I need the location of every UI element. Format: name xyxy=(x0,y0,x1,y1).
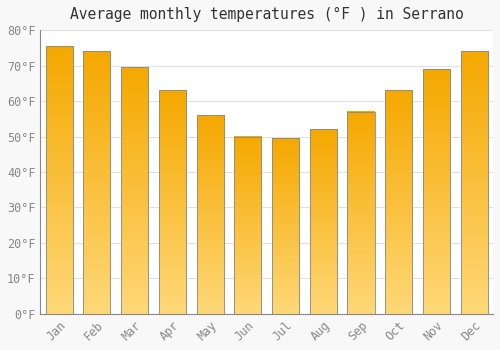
Bar xyxy=(121,67,148,314)
Bar xyxy=(84,51,110,314)
Title: Average monthly temperatures (°F ) in Serrano: Average monthly temperatures (°F ) in Se… xyxy=(70,7,464,22)
Bar xyxy=(310,130,337,314)
Bar xyxy=(159,90,186,314)
Bar xyxy=(272,138,299,314)
Bar xyxy=(460,51,488,314)
Bar xyxy=(234,136,262,314)
Bar xyxy=(196,115,224,314)
Bar xyxy=(46,46,73,314)
Bar xyxy=(348,112,374,314)
Bar xyxy=(385,90,412,314)
Bar xyxy=(423,69,450,314)
